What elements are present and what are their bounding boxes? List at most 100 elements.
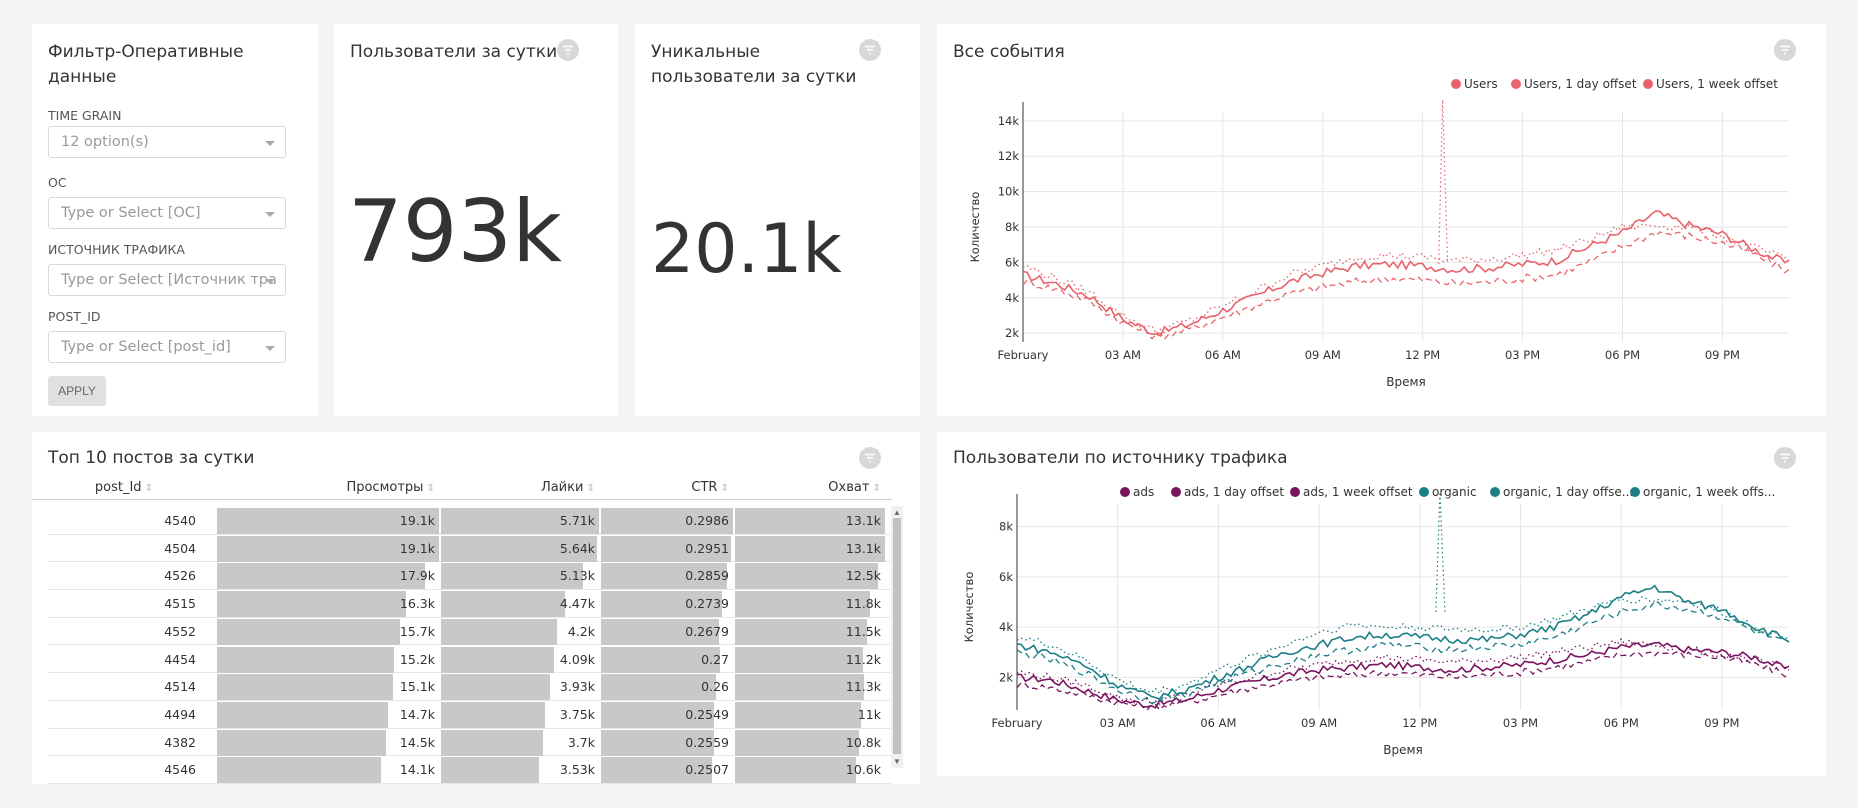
column-header-4[interactable]: Охват ⇕ <box>735 480 885 495</box>
table-row[interactable]: 4515 16.3k 4.47k 0.2739 11.8k <box>48 590 891 618</box>
table-cell: 19.1k <box>217 507 439 534</box>
cell-value: 0.27 <box>701 651 729 667</box>
filter-icon[interactable] <box>557 39 579 61</box>
traffic-chart[interactable]: 2k 4k 6k 8k February 03 AM 06 AM 09 AM 12 PM 03 P… <box>937 432 1826 776</box>
cell-value: 3.75k <box>559 706 595 722</box>
table-row[interactable]: 4540 19.1k 5.71k 0.2986 13.1k <box>48 507 891 535</box>
series-line-3 <box>1016 584 1790 700</box>
cell-bar <box>735 535 885 562</box>
table-cell: 4546 <box>48 756 200 783</box>
cell-value: 0.2679 <box>685 623 729 639</box>
filter-icon[interactable] <box>1774 39 1796 61</box>
sort-icon[interactable]: ⇕ <box>869 483 881 494</box>
column-header-label: Лайки <box>540 480 584 495</box>
cell-bar <box>441 618 558 645</box>
cell-value: 5.71k <box>559 513 595 528</box>
column-header-2[interactable]: Лайки ⇕ <box>441 480 599 495</box>
time-grain-label: TIME GRAIN <box>48 108 122 123</box>
cell-value: 10.6k <box>845 762 881 778</box>
table-row[interactable]: 4454 15.2k 4.09k 0.27 11.2k <box>48 646 891 674</box>
cell-value: 4.09k <box>559 651 595 667</box>
series-line-0 <box>1022 210 1790 337</box>
series-line-1 <box>1016 651 1790 711</box>
sort-icon[interactable]: ⇕ <box>141 483 154 494</box>
legend-marker <box>1290 487 1300 497</box>
table-row[interactable]: 4494 14.7k 3.75k 0.2549 11k <box>48 701 891 729</box>
events-chart-card: Все события 2k 4k 6k 8k 10k 12k 14k February 03 … <box>937 24 1826 416</box>
table-row[interactable]: 4552 15.7k 4.2k 0.2679 11.5k <box>48 618 891 646</box>
cell-bar <box>441 701 545 728</box>
column-header-0[interactable]: post_Id ⇕ <box>48 480 200 495</box>
table-row[interactable]: 4504 19.1k 5.64k 0.2951 13.1k <box>48 535 891 563</box>
column-header-label: post_Id <box>94 480 142 495</box>
x-tick-label: 12 PM <box>1402 716 1437 730</box>
y-tick-label: 12k <box>998 149 1020 163</box>
post-id-placeholder: Type or Select [post_id] <box>61 339 231 355</box>
x-tick-label: 06 PM <box>1604 716 1639 730</box>
time-grain-select[interactable]: 12 option(s) <box>48 126 286 158</box>
table-cell: 4515 <box>48 590 200 617</box>
cell-bar <box>735 701 861 728</box>
cell-bar <box>601 729 715 756</box>
table-scrollbar[interactable]: ▲ ▼ <box>891 506 903 768</box>
table-row[interactable]: 4546 14.1k 3.53k 0.2507 10.6k <box>48 756 891 784</box>
chevron-down-icon <box>265 279 275 284</box>
column-header-3[interactable]: CTR ⇕ <box>601 480 733 495</box>
events-chart-title: Все события <box>953 42 1065 62</box>
table-row[interactable]: 4382 14.5k 3.7k 0.2559 10.8k <box>48 729 891 757</box>
cell-bar <box>217 729 386 756</box>
series-line-0 <box>1017 641 1790 709</box>
column-header-1[interactable]: Просмотры ⇕ <box>217 480 439 495</box>
apply-button[interactable]: APPLY <box>48 376 106 406</box>
legend-item: ads, 1 day offset <box>1184 485 1284 499</box>
filter-icon[interactable] <box>1774 447 1796 469</box>
kpi-users-title: Пользователи за сутки <box>350 42 558 62</box>
series-spike <box>1435 491 1446 613</box>
cell-value: 13.1k <box>845 540 881 556</box>
post-id-select[interactable]: Type or Select [post_id] <box>48 331 286 363</box>
sort-icon[interactable]: ⇕ <box>717 483 729 494</box>
sort-icon[interactable]: ⇕ <box>583 483 595 494</box>
cell-bar <box>601 535 732 562</box>
filter-icon[interactable] <box>859 447 881 469</box>
x-tick-label: 06 AM <box>1200 716 1236 730</box>
sort-icon[interactable]: ⇕ <box>423 483 435 494</box>
y-tick-label: 6k <box>1005 255 1019 269</box>
table-cell: 14.1k <box>217 756 439 784</box>
table-row[interactable]: 4514 15.1k 3.93k 0.26 11.3k <box>48 673 891 701</box>
traffic-chart-card: Пользователи по источнику трафика 2k 4k 6k… <box>937 432 1826 776</box>
cell-value: 5.64k <box>559 540 595 556</box>
scroll-up-icon[interactable]: ▲ <box>893 508 901 517</box>
cell-value: 0.2739 <box>685 596 729 612</box>
series-spike <box>1438 99 1449 265</box>
cell-value: 0.2507 <box>685 762 729 778</box>
scrollbar-thumb[interactable] <box>893 518 901 754</box>
legend-item: organic, 1 day offse... <box>1503 485 1633 499</box>
os-select[interactable]: Type or Select [ОС] <box>48 197 286 229</box>
table-cell: 0.2859 <box>601 562 733 590</box>
cell-value: 11.3k <box>845 679 881 695</box>
table-cell: 11.5k <box>735 618 885 645</box>
cell-bar <box>735 729 859 756</box>
legend-marker <box>1419 487 1429 497</box>
events-chart[interactable]: 2k 4k 6k 8k 10k 12k 14k February 03 AM 06 AM 09 AM… <box>937 24 1826 416</box>
x-axis-label: Время <box>1386 375 1426 389</box>
cell-bar <box>217 535 439 562</box>
cell-value: 3.7k <box>567 734 595 750</box>
x-tick-label: 06 AM <box>1205 348 1241 362</box>
table-row[interactable]: 4526 17.9k 5.13k 0.2859 12.5k <box>48 562 891 591</box>
chevron-down-icon <box>265 346 275 351</box>
source-select[interactable]: Type or Select [Источник тра <box>48 264 286 296</box>
y-tick-label: 6k <box>999 570 1013 584</box>
legend-item: organic, 1 week offs... <box>1643 485 1775 499</box>
x-tick-label: February <box>998 348 1049 362</box>
legend-item: ads, 1 week offset <box>1303 485 1413 499</box>
cell-bar <box>217 757 381 784</box>
cell-value: 17.9k <box>399 568 435 584</box>
table-cell: 0.2507 <box>601 756 733 784</box>
cell-bar <box>441 674 550 701</box>
filter-icon[interactable] <box>859 39 881 61</box>
series-line-2 <box>1022 222 1790 335</box>
scroll-down-icon[interactable]: ▼ <box>893 757 901 766</box>
cell-bar <box>735 591 871 618</box>
